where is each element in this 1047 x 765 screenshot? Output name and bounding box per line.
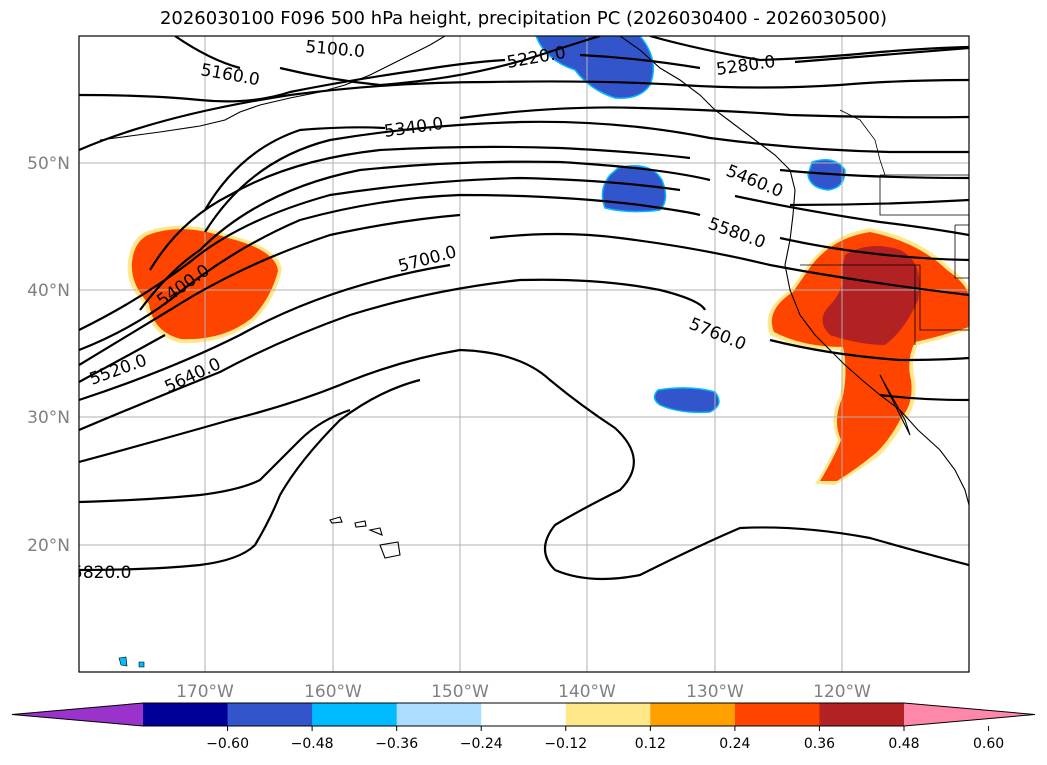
lat-label: 20°N bbox=[27, 536, 70, 556]
lon-label: 170°W bbox=[176, 682, 234, 702]
colorbar-segment bbox=[819, 703, 905, 726]
lat-label: 30°N bbox=[27, 408, 70, 428]
colorbar-tick-label: −0.24 bbox=[460, 736, 503, 752]
contour-label: 5460.0 bbox=[723, 161, 786, 202]
lon-label: 160°W bbox=[304, 682, 362, 702]
colorbar: −0.60 −0.48 −0.36 −0.24 −0.12 0.12 0.24 0.36 0.4… bbox=[11, 702, 1036, 752]
colorbar-segment bbox=[143, 703, 229, 726]
contour-label: 5700.0 bbox=[396, 242, 459, 277]
lon-label: 120°W bbox=[813, 682, 871, 702]
colorbar-tick-label: 0.48 bbox=[888, 736, 919, 752]
contour-label: 5160.0 bbox=[199, 60, 261, 90]
colorbar-segment bbox=[312, 703, 398, 726]
colorbar-extend-max bbox=[904, 703, 1035, 726]
colorbar-tick-label: −0.12 bbox=[544, 736, 587, 752]
colorbar-segment bbox=[227, 703, 313, 726]
colorbar-tick-label: 0.24 bbox=[719, 736, 750, 752]
lon-label: 130°W bbox=[686, 682, 744, 702]
colorbar-tick-label: 0.60 bbox=[973, 736, 1004, 752]
height-contours bbox=[79, 36, 969, 581]
colorbar-segment bbox=[396, 703, 482, 726]
colorbar-tick-label: −0.48 bbox=[291, 736, 334, 752]
colorbar-segment bbox=[481, 703, 567, 726]
map-plot-area: 5100.0 5160.0 5220.0 5280.0 5340.0 5460.… bbox=[72, 36, 969, 672]
contour-label: 5100.0 bbox=[305, 37, 366, 62]
lat-label: 40°N bbox=[27, 281, 70, 301]
lon-label: 140°W bbox=[558, 682, 616, 702]
colorbar-tick-label: 0.12 bbox=[635, 736, 666, 752]
lat-label: 50°N bbox=[27, 154, 70, 174]
contour-label: 5760.0 bbox=[686, 314, 749, 355]
contour-label: 5280.0 bbox=[715, 52, 777, 80]
colorbar-outline bbox=[11, 702, 1036, 727]
map-title: 2026030100 F096 500 hPa height, precipit… bbox=[159, 8, 888, 29]
contour-label: 5520.0 bbox=[87, 351, 150, 390]
lat-axis: 50°N 40°N 30°N 20°N bbox=[27, 154, 70, 556]
contour-label: 5340.0 bbox=[383, 114, 445, 142]
lon-label: 150°W bbox=[431, 682, 489, 702]
graticule bbox=[79, 36, 969, 672]
colorbar-tick-label: 0.36 bbox=[804, 736, 835, 752]
coastlines bbox=[99, 36, 969, 559]
contour-label: 5640.0 bbox=[162, 354, 224, 397]
lon-axis: 170°W 160°W 150°W 140°W 130°W 120°W bbox=[176, 682, 871, 702]
colorbar-extend-min bbox=[12, 703, 143, 726]
colorbar-segment bbox=[650, 703, 736, 726]
contour-label: 5820.0 bbox=[72, 563, 131, 583]
colorbar-segment bbox=[734, 703, 820, 726]
colorbar-tick-label: −0.36 bbox=[375, 736, 418, 752]
colorbar-segment bbox=[565, 703, 651, 726]
contour-label: 5220.0 bbox=[505, 43, 567, 73]
colorbar-tick-label: −0.60 bbox=[206, 736, 249, 752]
plot-frame bbox=[78, 35, 970, 673]
